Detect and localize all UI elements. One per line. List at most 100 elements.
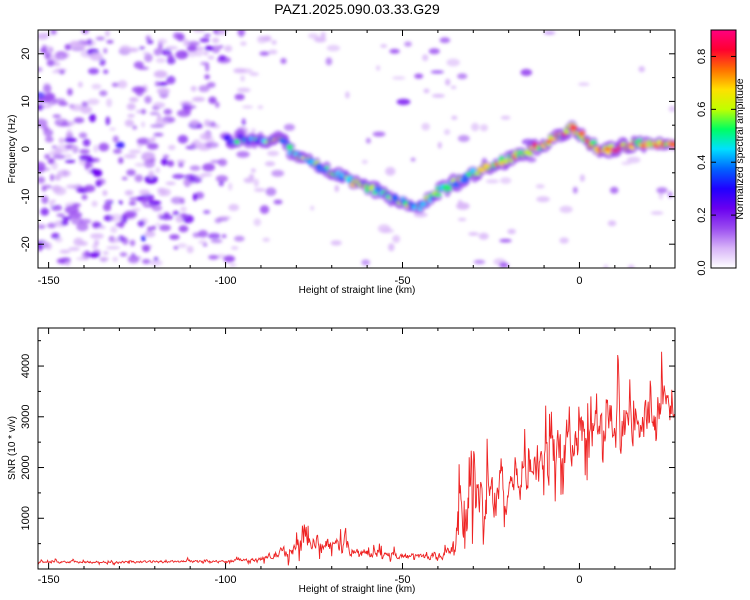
heatmap-cell [99, 256, 109, 262]
colorbar: 0.0 0.2 0.4 0.6 0.8 Normalized spectral ampl… [696, 29, 746, 276]
spectrogram-ylabel: Frequency (Hz) [7, 115, 18, 184]
heatmap-cell [59, 249, 71, 254]
heatmap-cell [571, 125, 577, 129]
heatmap-cell [203, 33, 211, 38]
heatmap-cell [44, 92, 56, 101]
heatmap-cell [656, 187, 668, 194]
heatmap-cell [58, 101, 69, 107]
heatmap-cell [86, 38, 93, 46]
heatmap-cell [223, 255, 235, 263]
heatmap-cell [404, 41, 412, 47]
heatmap-cell [264, 161, 276, 167]
heatmap-cell [143, 159, 155, 168]
heatmap-cell [215, 175, 228, 183]
y-tick-label: -20 [20, 236, 32, 252]
heatmap-cell [202, 243, 208, 247]
heatmap-cell [410, 157, 416, 162]
heatmap-cell [543, 31, 556, 35]
heatmap-cell [559, 237, 569, 244]
heatmap-cell [58, 118, 64, 122]
heatmap-cell [205, 63, 210, 72]
heatmap-cell [177, 243, 188, 249]
heatmap-cell [175, 50, 189, 60]
heatmap-cell [198, 85, 210, 93]
heatmap-cell [127, 255, 140, 264]
heatmap-cell [396, 98, 411, 106]
heatmap-cell [186, 105, 197, 109]
heatmap-cell [140, 197, 148, 205]
heatmap-cell [89, 52, 103, 61]
heatmap-cell [157, 38, 168, 45]
heatmap-cell [103, 48, 108, 54]
heatmap-cell [320, 31, 326, 39]
heatmap-cell [103, 69, 109, 74]
heatmap-cell [144, 95, 152, 104]
heatmap-cell [79, 218, 92, 225]
heatmap-cell [172, 210, 180, 216]
heatmap-cell [206, 82, 216, 88]
heatmap-cell [65, 261, 70, 266]
heatmap-cell [423, 88, 430, 94]
heatmap-cell [280, 58, 287, 64]
heatmap-cell [102, 190, 108, 196]
heatmap-cell [186, 45, 198, 52]
heatmap-cell [650, 211, 664, 215]
snr-axis-ticks: -150 -100 -50 0 1000 2000 3000 4000 [20, 328, 675, 586]
heatmap-cell [199, 38, 210, 43]
heatmap-cell [324, 166, 329, 170]
snr-series-line [38, 351, 675, 566]
heatmap-cell [151, 225, 156, 231]
heatmap-cell [154, 81, 160, 87]
heatmap-cell [50, 174, 55, 182]
heatmap-cell [579, 174, 585, 182]
heatmap-cell [50, 30, 57, 35]
heatmap-cell [217, 120, 225, 125]
heatmap-cell [112, 256, 118, 262]
heatmap-cell [134, 174, 144, 183]
heatmap-cell [231, 246, 239, 250]
heatmap-cell [450, 85, 457, 89]
heatmap-cell [67, 88, 73, 96]
spectrogram-plot-frame [37, 29, 676, 269]
heatmap-cell [271, 40, 277, 45]
heatmap-cell [267, 150, 279, 157]
y-tick-label: 4000 [20, 354, 32, 378]
heatmap-cell [217, 30, 227, 36]
heatmap-cell [132, 125, 138, 130]
colorbar-tick-label: 0.8 [696, 49, 708, 64]
heatmap-cell [166, 75, 176, 85]
heatmap-cell [157, 81, 168, 87]
heatmap-cell [74, 43, 86, 49]
heatmap-cell [214, 217, 222, 224]
heatmap-cell [224, 45, 233, 52]
heatmap-cell [141, 108, 146, 115]
heatmap-cell [73, 237, 84, 246]
heatmap-cell [59, 69, 65, 75]
heatmap-cell [76, 222, 89, 232]
heatmap-cell [160, 158, 168, 166]
y-tick-label: 1000 [20, 506, 32, 530]
spectrogram-xlabel: Height of straight line (km) [299, 285, 416, 296]
heatmap-cell [142, 259, 151, 264]
heatmap-cell [471, 122, 480, 132]
heatmap-cell [64, 44, 72, 51]
y-tick-label: 20 [20, 48, 32, 60]
colorbar-ticks: 0.0 0.2 0.4 0.6 0.8 [696, 49, 736, 276]
heatmap-cell [456, 202, 470, 210]
heatmap-cell [578, 82, 590, 86]
heatmap-cell [444, 129, 451, 135]
heatmap-cell [210, 239, 223, 244]
heatmap-cell [314, 36, 327, 43]
heatmap-cell [106, 246, 120, 250]
heatmap-cell [468, 232, 479, 236]
chart-title: PAZ1.2025.090.03.33.G29 [274, 1, 440, 17]
heatmap-cell [45, 136, 54, 143]
heatmap-cell [207, 232, 221, 240]
heatmap-cell [90, 168, 97, 174]
heatmap-cell [79, 149, 90, 154]
heatmap-cell [78, 132, 88, 139]
x-tick-label: -50 [395, 275, 411, 287]
heatmap-cell [38, 104, 44, 111]
y-tick-label: 2000 [20, 455, 32, 479]
heatmap-cell [66, 128, 73, 138]
